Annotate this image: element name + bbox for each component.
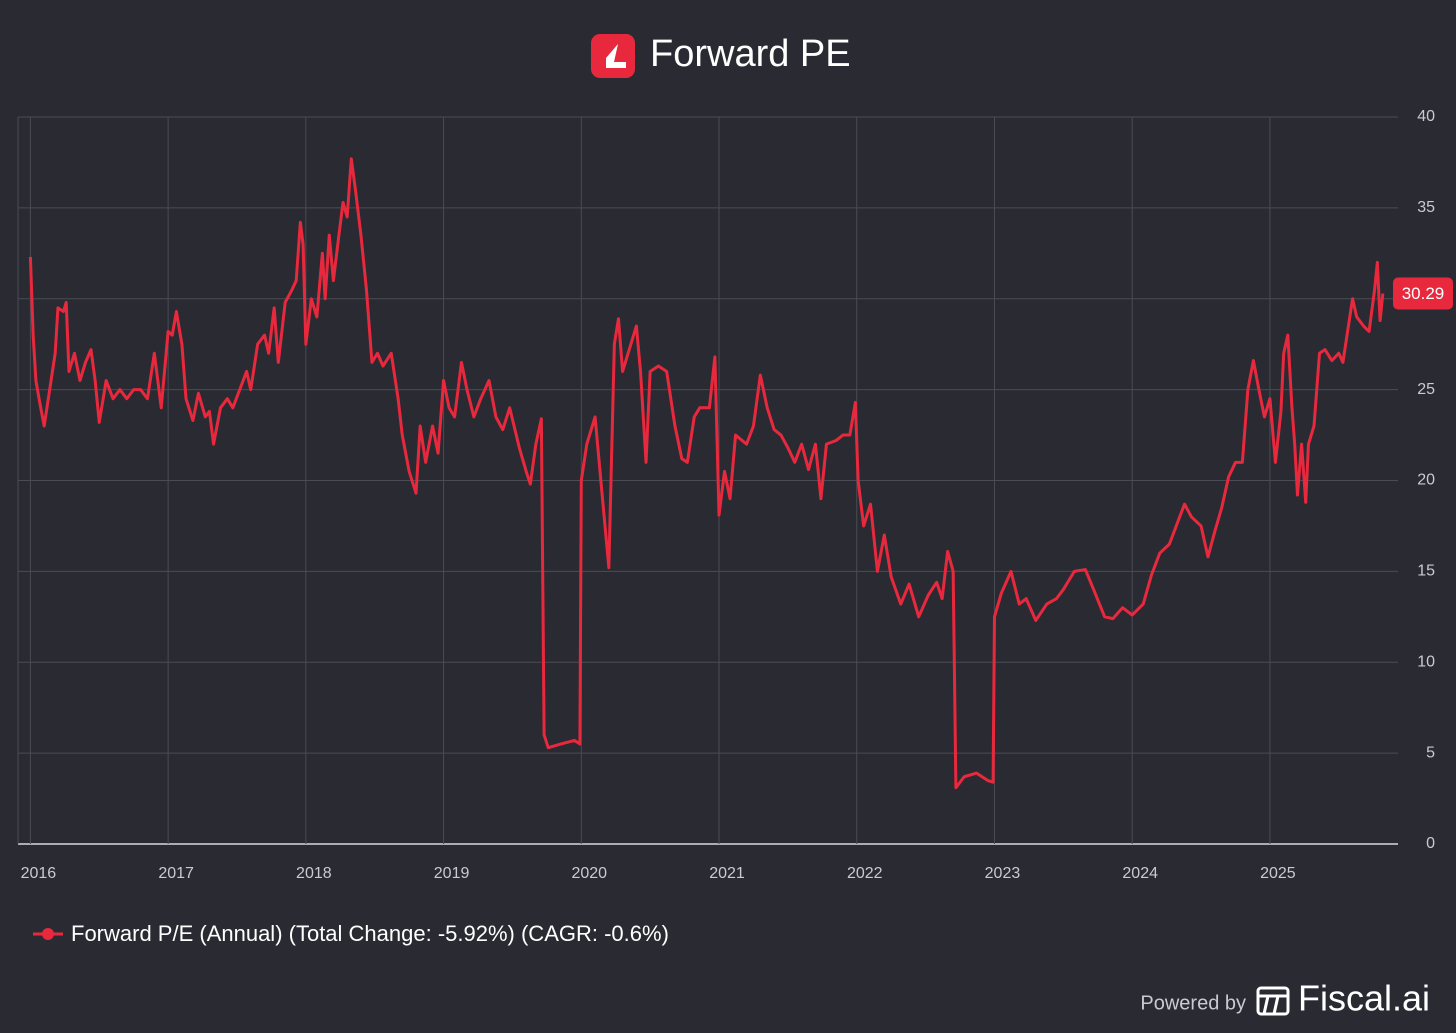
y-tick-label: 40: [1417, 108, 1435, 125]
legend-label: Forward P/E (Annual) (Total Change: -5.9…: [71, 921, 669, 946]
end-value-label: 30.29: [1402, 284, 1445, 303]
footer-brand: Fiscal.ai: [1298, 978, 1430, 1019]
y-tick-label: 0: [1426, 835, 1435, 852]
x-tick-label: 2019: [434, 865, 470, 882]
x-tick-label: 2021: [709, 865, 745, 882]
x-tick-label: 2018: [296, 865, 332, 882]
x-tick-label: 2017: [158, 865, 194, 882]
legend-marker: [42, 928, 54, 940]
x-tick-label: 2016: [21, 865, 57, 882]
footer-prefix: Powered by: [1140, 992, 1246, 1014]
x-tick-label: 2025: [1260, 865, 1296, 882]
data-line: [28, 157, 1385, 790]
x-tick-label: 2024: [1122, 865, 1158, 882]
end-value-badge: [1393, 277, 1453, 310]
title-logo: [591, 34, 635, 78]
y-tick-label: 5: [1426, 744, 1435, 761]
footer-logo: [1256, 986, 1290, 1016]
legend: Forward P/E (Annual) (Total Change: -5.9…: [33, 921, 669, 946]
x-tick-label: 2022: [847, 865, 883, 882]
x-tick-label: 2020: [571, 865, 607, 882]
x-tick-label: 2023: [985, 865, 1021, 882]
y-tick-label: 15: [1417, 563, 1435, 580]
y-tick-label: 25: [1417, 381, 1435, 398]
y-tick-label: 35: [1417, 199, 1435, 216]
chart-title: Forward PE: [650, 33, 851, 75]
y-tick-label: 20: [1417, 472, 1435, 489]
y-tick-label: 10: [1417, 653, 1435, 670]
